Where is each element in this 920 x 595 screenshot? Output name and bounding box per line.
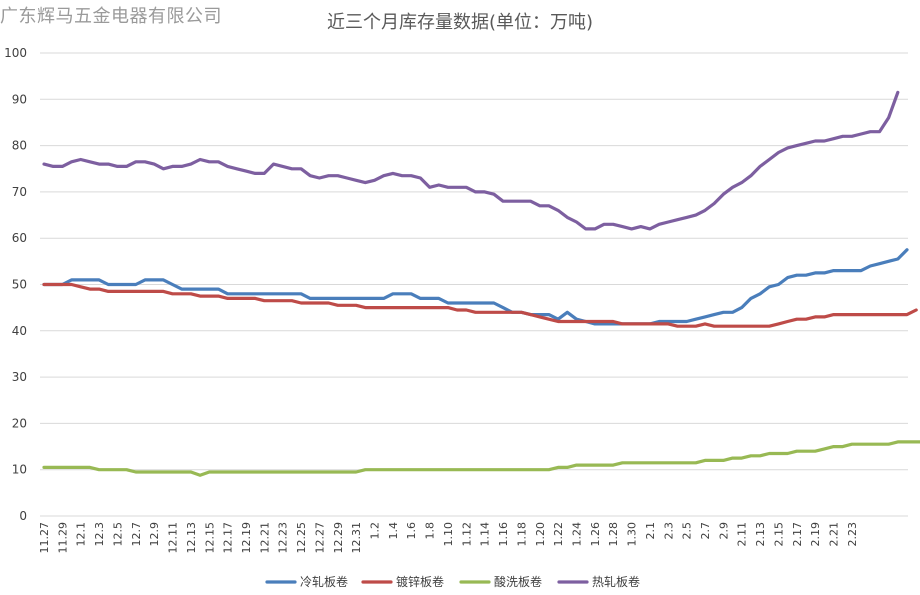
x-tick-label: 1.30: [626, 522, 639, 547]
x-tick-label: 1.20: [534, 522, 547, 547]
x-tick-label: 12.17: [222, 522, 235, 554]
x-tick-label: 1.14: [479, 522, 492, 547]
y-tick-label: 10: [12, 463, 27, 477]
x-axis-ticks: 11.27 11.29 12.1 12.3 12.5 12.7 12.9 12.11 12.13…: [38, 522, 859, 554]
x-tick-label: 2.11: [736, 522, 749, 547]
y-tick-label: 30: [12, 370, 27, 384]
x-tick-label: 2.3: [662, 522, 675, 540]
x-tick-label: 2.13: [754, 522, 767, 547]
x-tick-label: 2.7: [699, 522, 712, 540]
x-tick-label: 12.19: [240, 522, 253, 554]
x-tick-label: 1.26: [589, 522, 602, 547]
x-tick-label: 12.11: [167, 522, 180, 554]
y-tick-label: 40: [12, 324, 27, 338]
x-tick-label: 2.19: [809, 522, 822, 547]
x-tick-label: 1.8: [424, 522, 437, 540]
x-tick-label: 1.10: [442, 522, 455, 547]
y-tick-label: 50: [12, 278, 27, 292]
x-tick-label: 12.15: [203, 522, 216, 554]
y-tick-label: 100: [4, 46, 27, 60]
x-tick-label: 2.9: [717, 522, 730, 540]
x-tick-label: 1.22: [552, 522, 565, 547]
x-tick-label: 1.2: [369, 522, 382, 540]
x-tick-label: 12.1: [75, 522, 88, 547]
gridlines: [40, 52, 908, 517]
x-tick-label: 12.25: [295, 522, 308, 554]
x-tick-label: 1.4: [387, 522, 400, 540]
x-tick-label: 12.21: [258, 522, 271, 554]
x-tick-label: 12.5: [111, 522, 124, 547]
x-tick-label: 2.15: [772, 522, 785, 547]
x-tick-label: 1.24: [570, 522, 583, 547]
x-tick-label: 12.9: [148, 522, 161, 547]
x-tick-label: 2.1: [644, 522, 657, 540]
y-tick-label: 80: [12, 139, 27, 153]
x-tick-label: 12.3: [93, 522, 106, 547]
x-tick-label: 12.27: [313, 522, 326, 554]
series-lines: [42, 90, 920, 477]
x-tick-label: 11.27: [38, 522, 51, 554]
x-tick-label: 1.18: [515, 522, 528, 547]
x-tick-label: 12.29: [332, 522, 345, 554]
x-tick-label: 1.16: [497, 522, 510, 547]
x-tick-label: 2.21: [828, 522, 841, 547]
series-line-2: [42, 440, 920, 477]
series-line-3: [42, 90, 900, 231]
x-tick-label: 12.23: [277, 522, 290, 554]
y-tick-label: 90: [12, 92, 27, 106]
x-tick-label: 1.6: [405, 522, 418, 540]
x-tick-label: 12.7: [130, 522, 143, 547]
x-tick-label: 1.28: [607, 522, 620, 547]
x-tick-label: 2.5: [681, 522, 694, 540]
legend-label: 热轧板卷: [592, 574, 640, 589]
y-axis-ticks: 0 10 20 30 40 50 60 70 80 90 100: [4, 46, 27, 523]
series-line-1: [42, 282, 918, 328]
y-tick-label: 70: [12, 185, 27, 199]
x-tick-label: 1.12: [460, 522, 473, 547]
y-tick-label: 20: [12, 416, 27, 430]
x-tick-label: 11.29: [56, 522, 69, 554]
y-tick-label: 60: [12, 231, 27, 245]
x-tick-label: 2.23: [846, 522, 859, 547]
legend-label: 酸洗板卷: [494, 574, 542, 589]
x-tick-label: 2.17: [791, 522, 804, 547]
company-watermark: 广东辉马五金电器有限公司: [0, 6, 222, 27]
x-tick-label: 12.31: [350, 522, 363, 554]
y-tick-label: 0: [19, 509, 27, 523]
legend-label: 镀锌板卷: [396, 574, 444, 589]
legend: 冷轧板卷 镀锌板卷 酸洗板卷 热轧板卷: [265, 574, 640, 589]
x-tick-label: 12.13: [185, 522, 198, 554]
chart-title: 近三个月库存量数据(单位：万吨): [327, 12, 593, 33]
series-line-0: [42, 248, 909, 326]
legend-label: 冷轧板卷: [300, 574, 348, 589]
